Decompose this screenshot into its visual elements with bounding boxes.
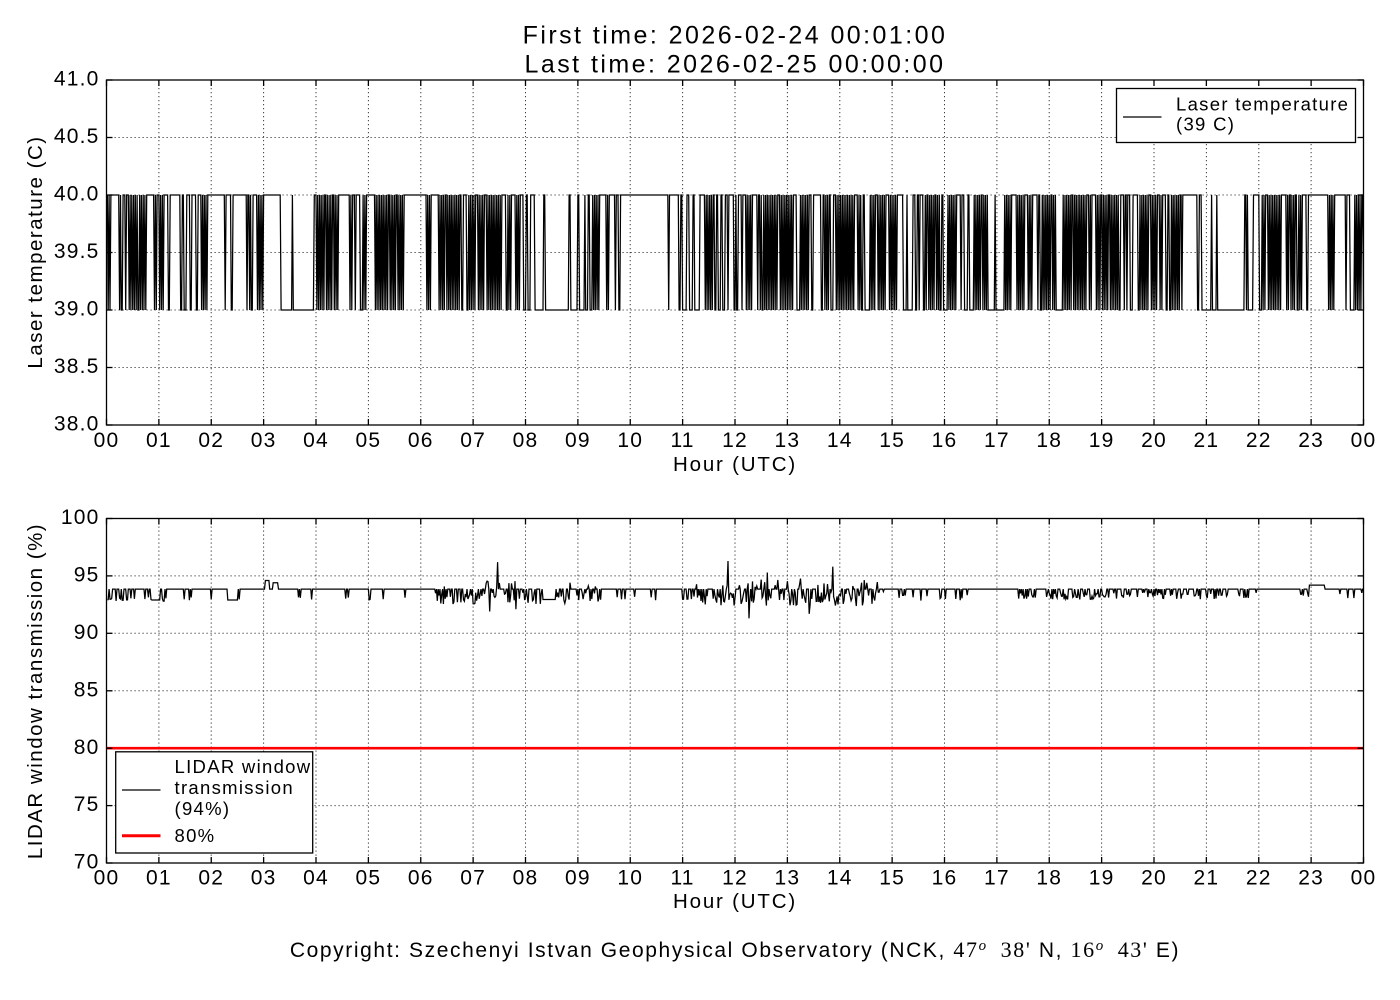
svg-text:09: 09	[565, 429, 591, 452]
svg-text:12: 12	[722, 429, 748, 452]
svg-text:38.5: 38.5	[54, 355, 100, 378]
svg-text:19: 19	[1089, 867, 1115, 890]
svg-text:18: 18	[1036, 429, 1062, 452]
svg-text:11: 11	[670, 429, 694, 452]
svg-text:04: 04	[303, 867, 329, 890]
svg-text:transmission: transmission	[175, 777, 294, 798]
svg-text:11: 11	[670, 867, 694, 890]
svg-text:20: 20	[1141, 429, 1167, 452]
svg-text:40.0: 40.0	[54, 183, 100, 206]
svg-text:15: 15	[879, 429, 905, 452]
svg-text:03: 03	[251, 429, 277, 452]
svg-text:100: 100	[61, 506, 100, 529]
svg-text:13: 13	[775, 867, 801, 890]
svg-text:22: 22	[1246, 867, 1272, 890]
svg-text:First time: 2026-02-24 00:01:0: First time: 2026-02-24 00:01:00	[523, 22, 948, 50]
svg-text:08: 08	[513, 429, 539, 452]
svg-text:Laser temperature (C): Laser temperature (C)	[24, 135, 47, 368]
svg-text:75: 75	[74, 793, 100, 816]
svg-text:02: 02	[198, 867, 224, 890]
svg-text:16: 16	[932, 867, 958, 890]
svg-text:07: 07	[460, 429, 486, 452]
svg-text:19: 19	[1089, 429, 1115, 452]
svg-text:04: 04	[303, 429, 329, 452]
svg-text:23: 23	[1298, 429, 1324, 452]
svg-text:13: 13	[775, 429, 801, 452]
svg-text:16: 16	[932, 429, 958, 452]
svg-text:39.5: 39.5	[54, 240, 100, 263]
svg-text:(94%): (94%)	[175, 798, 231, 819]
svg-text:22: 22	[1246, 429, 1272, 452]
svg-text:Hour (UTC): Hour (UTC)	[673, 890, 797, 913]
svg-text:09: 09	[565, 867, 591, 890]
svg-text:41.0: 41.0	[54, 68, 100, 91]
svg-text:00: 00	[94, 867, 120, 890]
svg-text:80: 80	[74, 736, 100, 759]
svg-text:38.0: 38.0	[54, 413, 100, 436]
svg-text:20: 20	[1141, 867, 1167, 890]
svg-text:02: 02	[198, 429, 224, 452]
svg-text:03: 03	[251, 867, 277, 890]
svg-text:00: 00	[94, 429, 120, 452]
svg-text:05: 05	[356, 867, 382, 890]
svg-text:08: 08	[513, 867, 539, 890]
svg-text:06: 06	[408, 867, 434, 890]
svg-text:14: 14	[827, 867, 853, 890]
svg-text:21: 21	[1194, 867, 1220, 890]
svg-text:LIDAR window transmission (%): LIDAR window transmission (%)	[24, 523, 47, 859]
svg-text:17: 17	[984, 429, 1010, 452]
svg-text:Last time: 2026-02-25 00:00:00: Last time: 2026-02-25 00:00:00	[525, 51, 946, 79]
svg-text:70: 70	[74, 851, 100, 874]
svg-text:Copyright: Szechenyi Istvan Ge: Copyright: Szechenyi Istvan Geophysical …	[290, 937, 1180, 962]
svg-text:17: 17	[984, 867, 1010, 890]
svg-text:00: 00	[1351, 867, 1377, 890]
svg-text:10: 10	[617, 429, 643, 452]
svg-text:21: 21	[1194, 429, 1220, 452]
svg-text:18: 18	[1036, 867, 1062, 890]
svg-text:06: 06	[408, 429, 434, 452]
svg-text:40.5: 40.5	[54, 125, 100, 148]
svg-text:05: 05	[356, 429, 382, 452]
svg-text:LIDAR window: LIDAR window	[175, 756, 312, 777]
svg-text:00: 00	[1351, 429, 1377, 452]
svg-text:01: 01	[146, 867, 172, 890]
svg-text:80%: 80%	[175, 825, 216, 846]
svg-text:Laser temperature: Laser temperature	[1176, 94, 1349, 115]
svg-text:15: 15	[879, 867, 905, 890]
svg-text:Hour (UTC): Hour (UTC)	[673, 453, 797, 476]
svg-text:01: 01	[146, 429, 172, 452]
svg-text:14: 14	[827, 429, 853, 452]
svg-text:10: 10	[617, 867, 643, 890]
svg-text:12: 12	[722, 867, 748, 890]
svg-text:95: 95	[74, 564, 100, 587]
svg-text:(39 C): (39 C)	[1176, 114, 1235, 135]
svg-text:85: 85	[74, 678, 100, 701]
svg-text:07: 07	[460, 867, 486, 890]
svg-text:90: 90	[74, 621, 100, 644]
svg-text:39.0: 39.0	[54, 298, 100, 321]
svg-text:23: 23	[1298, 867, 1324, 890]
